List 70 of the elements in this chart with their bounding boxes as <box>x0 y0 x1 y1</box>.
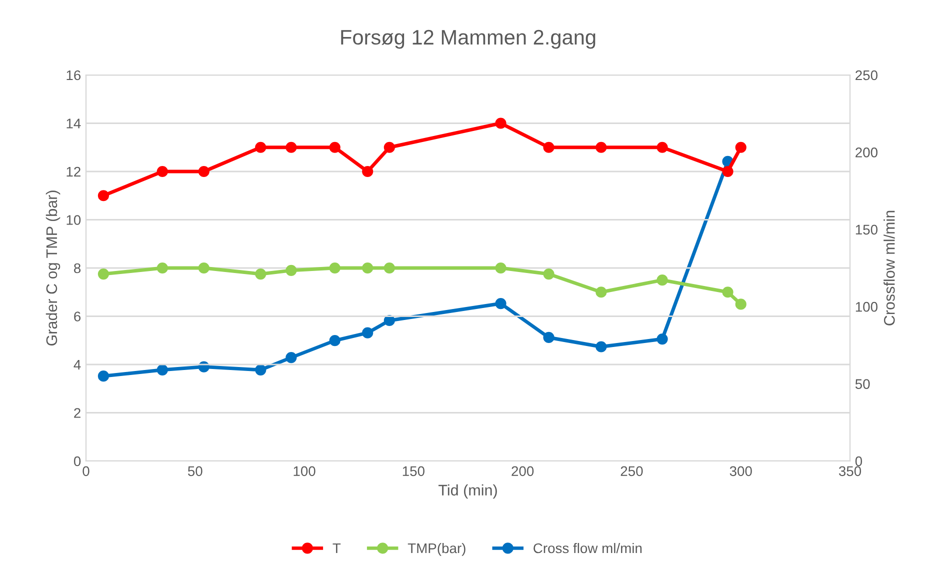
point <box>495 298 506 310</box>
point <box>722 166 734 178</box>
point <box>384 262 395 274</box>
point <box>286 142 297 153</box>
point <box>362 166 374 178</box>
y-tick-label: 12 <box>66 166 80 177</box>
point <box>156 262 168 274</box>
point <box>198 361 210 372</box>
y-tick-label: 6 <box>74 312 81 322</box>
y-tick-label: 2 <box>74 408 80 418</box>
point <box>596 142 607 153</box>
point <box>543 332 554 344</box>
y2-tick-label: 150 <box>856 224 878 235</box>
point <box>656 333 668 345</box>
point <box>286 352 297 364</box>
point <box>156 166 168 178</box>
legend-label: TMP(bar) <box>408 542 466 556</box>
point <box>384 142 395 153</box>
point <box>495 262 506 274</box>
x-tick-label: 350 <box>838 466 862 476</box>
point <box>495 118 506 129</box>
y2-tick-label: 100 <box>856 302 878 312</box>
x-tick-label: 100 <box>294 466 316 476</box>
point <box>362 262 374 274</box>
chart-title: Forsøg 12 Mammen 2.gang <box>341 30 596 49</box>
y2-tick-label: 200 <box>856 148 878 158</box>
point <box>596 286 607 298</box>
point <box>156 364 168 376</box>
x-tick-label: 50 <box>188 466 202 476</box>
x-tick-label: 250 <box>620 466 643 476</box>
point <box>329 335 340 346</box>
y-tick-label: 10 <box>66 215 81 225</box>
point <box>722 286 734 298</box>
point <box>543 268 554 280</box>
point <box>255 364 266 376</box>
point <box>735 298 746 310</box>
point <box>329 142 340 153</box>
y-tick-label: 4 <box>74 360 81 370</box>
y-tick-label: 16 <box>66 70 81 80</box>
point <box>198 262 210 274</box>
legend-label: T <box>332 543 341 554</box>
point <box>656 274 668 286</box>
x-tick-label: 0 <box>82 466 90 476</box>
x-tick-label: 300 <box>730 466 752 476</box>
y-tick-label: 8 <box>74 263 81 274</box>
point <box>98 370 110 382</box>
x-tick-label: 150 <box>402 466 424 476</box>
point <box>329 262 340 274</box>
legend-label: Cross flow ml/min <box>534 542 642 554</box>
y-axis-title: Grader C og TMP (bar) <box>46 190 60 346</box>
x-tick-label: 200 <box>512 466 534 476</box>
y-tick-label: 0 <box>74 456 81 466</box>
point <box>735 142 746 153</box>
point <box>543 142 554 153</box>
point <box>362 327 374 338</box>
point <box>286 264 297 276</box>
y-tick-label: 14 <box>66 118 81 128</box>
point <box>198 166 210 178</box>
point <box>255 268 266 280</box>
point <box>596 341 607 352</box>
point <box>98 190 110 202</box>
x-axis-title: Tid (min) <box>438 484 497 499</box>
point <box>98 268 110 280</box>
y2-tick-label: 0 <box>855 456 862 466</box>
point <box>384 314 395 326</box>
point <box>656 142 668 153</box>
y2-tick-label: 250 <box>856 70 878 80</box>
y2-tick-label: 50 <box>855 379 870 389</box>
point <box>255 142 266 153</box>
y2-axis-title: Crossflow ml/min <box>884 210 895 326</box>
